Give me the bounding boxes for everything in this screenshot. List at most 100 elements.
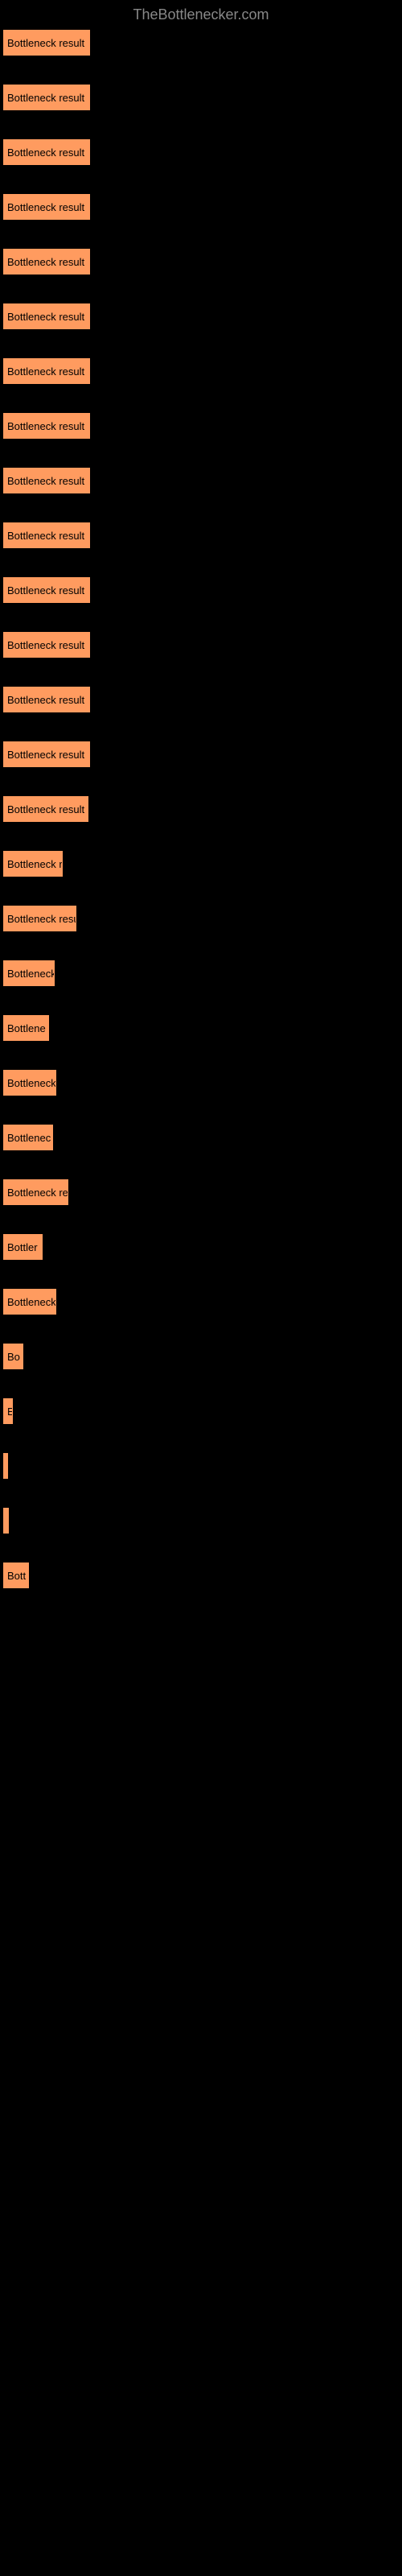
bar-row: Bottleneck result xyxy=(3,358,399,384)
bar-chart: Bottleneck result Bottleneck result Bottle… xyxy=(0,30,402,2519)
bar: E xyxy=(3,1398,13,1424)
bar xyxy=(3,1453,8,1479)
bar-row xyxy=(3,2438,399,2464)
bar-row: Bottleneck r xyxy=(3,851,399,877)
bar-row xyxy=(3,2110,399,2136)
bar: Bottleneck resu xyxy=(3,906,76,931)
bar: Bottleneck re xyxy=(3,1179,68,1205)
bar-row: Bottleneck result xyxy=(3,687,399,712)
bar-row: Bottleneck result xyxy=(3,413,399,439)
bar-row xyxy=(3,2384,399,2409)
bar-label: Bottleneck result xyxy=(7,639,84,651)
bar-label: Bottleneck result xyxy=(7,37,84,49)
bar-label: Bottlene xyxy=(7,1022,46,1034)
bar-label: Bottler xyxy=(7,1241,38,1253)
bar-row xyxy=(3,1453,399,1479)
bar-label: Bottleneck xyxy=(7,968,55,980)
site-title: TheBottlenecker.com xyxy=(133,6,269,23)
bar-row xyxy=(3,1781,399,1807)
bar: Bottleneck r xyxy=(3,851,63,877)
bar: Bottleneck result xyxy=(3,249,90,275)
bar: Bottleneck result xyxy=(3,577,90,603)
bar: Bottleneck result xyxy=(3,30,90,56)
bar-row xyxy=(3,1946,399,1971)
bar-label: Bottleneck result xyxy=(7,92,84,104)
bar: Bottleneck result xyxy=(3,687,90,712)
bar-label: Bottleneck result xyxy=(7,584,84,597)
bar-label: Bottleneck result xyxy=(7,147,84,159)
bar-label: Bottleneck result xyxy=(7,311,84,323)
bar-row: Bottleneck re xyxy=(3,1179,399,1205)
bar-row: Bottleneck result xyxy=(3,303,399,329)
bar-label: Bottleneck result xyxy=(7,365,84,378)
bar-row: Bottleneck result xyxy=(3,632,399,658)
bar-row xyxy=(3,1617,399,1643)
bar-row xyxy=(3,1508,399,1534)
bar-label: Bottlenec xyxy=(7,1132,51,1144)
bar: Bottleneck xyxy=(3,1070,56,1096)
bar-row: Bottleneck result xyxy=(3,522,399,548)
bar-row: Bottlene xyxy=(3,1015,399,1041)
bar-label: Bottleneck result xyxy=(7,201,84,213)
bar-label: Bottleneck result xyxy=(7,803,84,815)
bar-row: Bottleneck result xyxy=(3,30,399,56)
bar-label: Bottleneck result xyxy=(7,694,84,706)
bar: Bott xyxy=(3,1563,29,1588)
bar-label: Bottleneck resu xyxy=(7,913,76,925)
bar-row: Bottleneck xyxy=(3,1289,399,1315)
bar: Bottleneck result xyxy=(3,413,90,439)
bar-label: E xyxy=(7,1406,13,1418)
bar: Bottleneck xyxy=(3,1289,56,1315)
bar-label: Bottleneck result xyxy=(7,475,84,487)
bar: Bottleneck result xyxy=(3,468,90,493)
bar-row xyxy=(3,2165,399,2190)
bar-row xyxy=(3,2329,399,2355)
bar: Bottlene xyxy=(3,1015,49,1041)
bar: Bottleneck result xyxy=(3,194,90,220)
bar: Bottleneck result xyxy=(3,632,90,658)
bar-row xyxy=(3,2219,399,2245)
bar-row xyxy=(3,2000,399,2026)
bar: Bottlenec xyxy=(3,1125,53,1150)
bar-label: Bottleneck xyxy=(7,1077,56,1089)
bar-row: Bottleneck resu xyxy=(3,906,399,931)
bar-label: Bottleneck xyxy=(7,1296,56,1308)
bar-row: Bottleneck xyxy=(3,960,399,986)
bar-label: Bottleneck r xyxy=(7,858,63,870)
bar-row: Bottlenec xyxy=(3,1125,399,1150)
bar-label: Bottleneck result xyxy=(7,256,84,268)
bar-row xyxy=(3,1836,399,1862)
bar-row: Bottleneck result xyxy=(3,796,399,822)
bar: Bottleneck result xyxy=(3,358,90,384)
bar: Bottleneck xyxy=(3,960,55,986)
bar-label: Bo xyxy=(7,1351,20,1363)
bar-row: Bo xyxy=(3,1344,399,1369)
bar-row xyxy=(3,1672,399,1698)
bar-row: Bottleneck result xyxy=(3,577,399,603)
bar-row: Bottleneck result xyxy=(3,194,399,220)
bar: Bottleneck result xyxy=(3,522,90,548)
bar-row: Bottleneck result xyxy=(3,468,399,493)
bar: Bottleneck result xyxy=(3,303,90,329)
bar-row: Bott xyxy=(3,1563,399,1588)
bar-row: E xyxy=(3,1398,399,1424)
bar-label: Bottleneck re xyxy=(7,1187,68,1199)
bar-row: Bottleneck xyxy=(3,1070,399,1096)
bar-row: Bottleneck result xyxy=(3,139,399,165)
bar-row: Bottleneck result xyxy=(3,85,399,110)
bar xyxy=(3,1508,9,1534)
bar-row: Bottler xyxy=(3,1234,399,1260)
bar-label: Bottleneck result xyxy=(7,749,84,761)
bar: Bottleneck result xyxy=(3,139,90,165)
site-header: TheBottlenecker.com xyxy=(0,0,402,30)
bar-row: Bottleneck result xyxy=(3,249,399,275)
bar-row xyxy=(3,1727,399,1752)
bar: Bottleneck result xyxy=(3,741,90,767)
bar-label: Bott xyxy=(7,1570,26,1582)
bar-label: Bottleneck result xyxy=(7,530,84,542)
bar-label: Bottleneck result xyxy=(7,420,84,432)
bar: Bottler xyxy=(3,1234,43,1260)
bar: Bottleneck result xyxy=(3,85,90,110)
bar-row: Bottleneck result xyxy=(3,741,399,767)
bar: Bo xyxy=(3,1344,23,1369)
